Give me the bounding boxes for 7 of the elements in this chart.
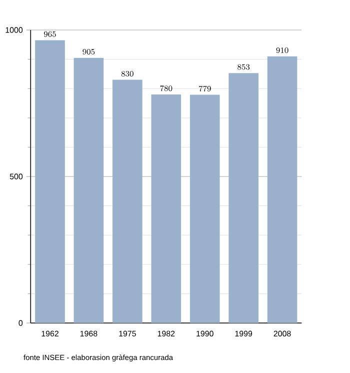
bar	[151, 94, 182, 323]
bar	[74, 58, 104, 323]
bar	[228, 73, 258, 323]
bar	[35, 40, 65, 323]
bar	[190, 94, 220, 323]
bar	[112, 80, 142, 323]
bar	[267, 56, 298, 323]
